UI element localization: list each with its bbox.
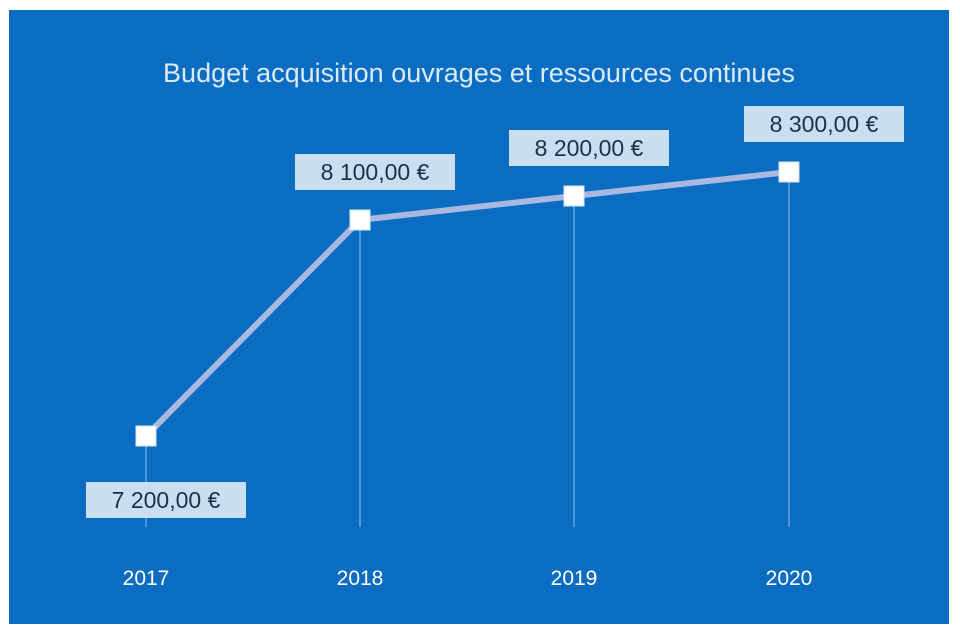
data-label-box-2020 [744,106,904,142]
series-line [143,169,790,439]
x-tick-label-2020: 2020 [766,567,813,590]
data-point-2018 [349,209,371,231]
data-label-box-2017 [86,482,246,518]
data-point-2019 [563,185,585,207]
chart-title: Budget acquisition ouvrages et ressource… [163,58,795,88]
data-point-2020 [778,161,800,183]
data-label-2020: 8 300,00 € [770,111,879,137]
x-tick-label-2018: 2018 [337,567,384,590]
data-point-2017 [135,425,157,447]
data-label-box-2019 [509,130,669,166]
x-tick-label-2017: 2017 [123,567,170,590]
data-label-2017: 7 200,00 € [112,487,221,513]
data-label-2018: 8 100,00 € [321,159,430,185]
data-label-box-2018 [295,154,455,190]
x-tick-label-2019: 2019 [551,567,598,590]
chart-area: Budget acquisition ouvrages et ressource… [9,10,949,624]
data-label-2019: 8 200,00 € [535,135,644,161]
line-chart: Budget acquisition ouvrages et ressource… [86,58,904,590]
